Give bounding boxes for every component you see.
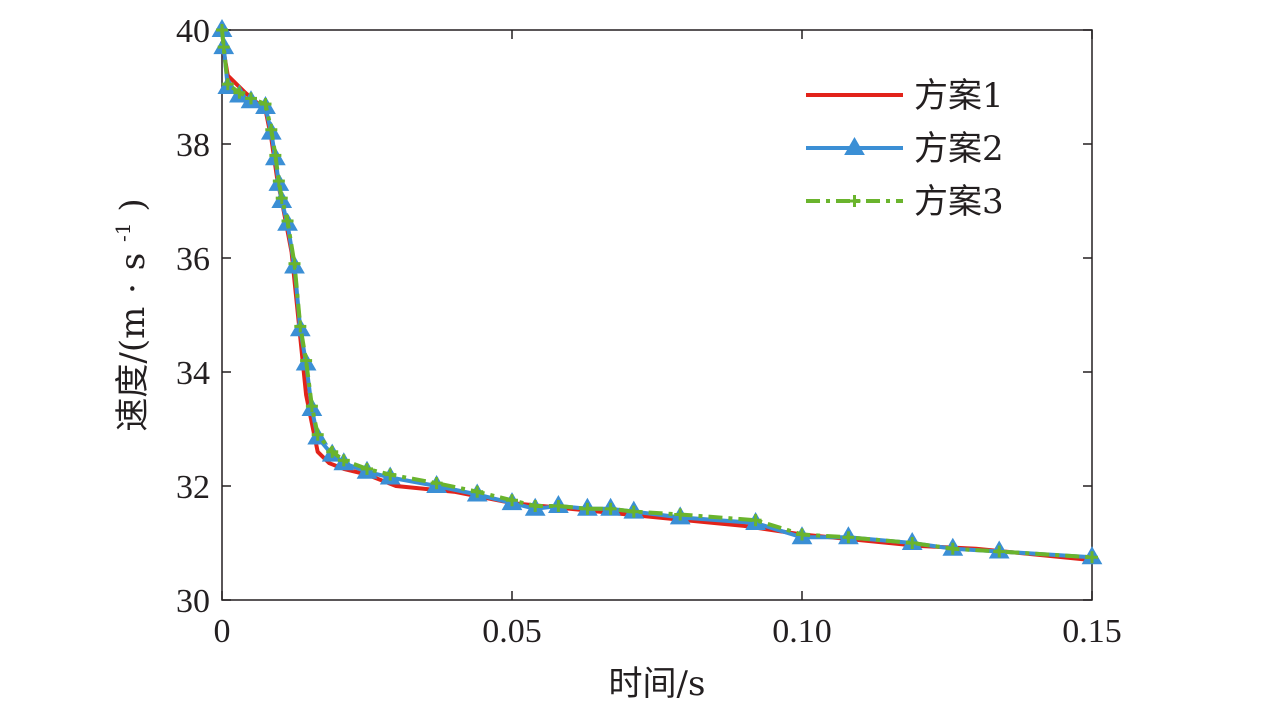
plus-marker (842, 531, 855, 544)
y-axis-title-main: 速度/(m (113, 307, 153, 432)
y-tick-label: 34 (176, 355, 210, 392)
y-axis-title-close: ) (113, 198, 153, 211)
plus-marker (1086, 551, 1098, 564)
plus-marker (269, 149, 282, 162)
plus-marker (906, 537, 919, 549)
series-1 (220, 41, 1093, 563)
plus-marker (288, 257, 301, 270)
x-tick-label: 0 (214, 613, 231, 650)
x-tick-label: 0.10 (772, 613, 832, 650)
y-axis-title: 速度/(m · s -1 ) (99, 198, 153, 431)
y-tick-label: 32 (176, 469, 210, 506)
plus-marker (265, 123, 278, 136)
plus-marker (361, 462, 373, 475)
series-line-1 (220, 41, 1093, 563)
series-line-3 (220, 29, 1093, 560)
plus-marker (384, 468, 397, 481)
legend-entry-3: 方案3 (806, 182, 1004, 222)
y-axis-title-unit: s (113, 253, 153, 270)
plot-frame (221, 29, 1093, 601)
y-axis-title-group: 速度/(m · s -1 ) (99, 198, 153, 431)
plus-marker (294, 320, 307, 333)
legend-label: 方案3 (914, 182, 1004, 222)
x-tick-label: 0.05 (482, 613, 542, 650)
legend: 方案1 方案2 方案3 (806, 76, 1004, 222)
plus-marker (272, 175, 285, 188)
series-layer (211, 18, 1103, 565)
plus-marker (233, 86, 246, 99)
y-tick-label: 40 (176, 13, 210, 50)
legend-label: 方案2 (914, 129, 1004, 169)
legend-entry-1: 方案1 (806, 76, 1004, 116)
plus-marker (796, 528, 808, 541)
plus-marker (305, 400, 318, 413)
plus-marker (674, 508, 687, 521)
axis-ticks (221, 29, 1093, 601)
plus-marker (245, 92, 257, 105)
legend-label: 方案1 (914, 76, 1004, 116)
plus-marker-legend (848, 195, 861, 207)
plus-marker (581, 502, 594, 515)
y-tick-label: 30 (176, 583, 210, 620)
plus-marker (552, 499, 565, 512)
plus-marker (221, 78, 234, 91)
plus-marker (337, 454, 350, 467)
plus-marker (430, 477, 443, 490)
y-tick-label: 38 (176, 127, 210, 164)
plus-marker (281, 214, 294, 227)
plus-marker (471, 485, 484, 498)
plus-marker (300, 354, 313, 367)
plus-marker (627, 505, 640, 518)
legend-entry-2: 方案2 (806, 129, 1004, 169)
plus-marker (529, 499, 542, 512)
y-axis-title-dot: · (113, 283, 153, 294)
plus-marker (993, 545, 1006, 558)
plus-marker (311, 428, 324, 441)
plus-marker (326, 445, 339, 458)
y-tick-label: 36 (176, 241, 210, 278)
plus-marker (946, 542, 959, 555)
x-axis-title: 时间/s (609, 664, 706, 704)
plus-marker (604, 502, 617, 515)
plus-marker (506, 494, 518, 507)
plus-marker (217, 41, 230, 54)
triangle-marker-legend (844, 136, 865, 155)
plus-marker (275, 192, 288, 205)
plus-marker (259, 98, 272, 111)
plus-marker (216, 24, 228, 36)
y-axis-title-exponent: -1 (111, 222, 135, 241)
axis-tick-labels: 0 0.05 0.10 0.15 30 32 34 36 38 40 (176, 13, 1122, 650)
plus-marker (749, 514, 762, 527)
series-3 (216, 24, 1098, 564)
x-tick-label: 0.15 (1062, 613, 1122, 650)
